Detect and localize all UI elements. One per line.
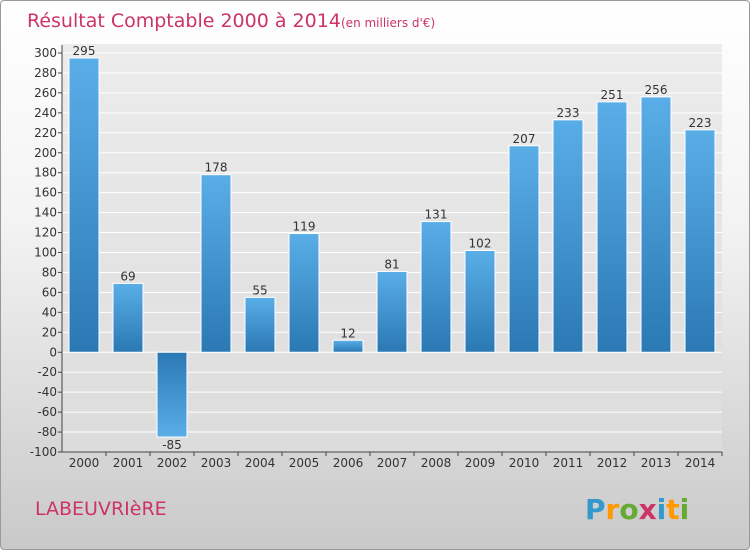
x-tick-label-2001: 2001 [113,456,144,470]
bar-2008 [420,221,452,353]
y-tick-label: 80 [42,265,57,279]
y-tick-label: 300 [34,46,57,60]
x-axis-ticks: 2000 2001 2002 2003 2004 2005 2006 2007 2008 2009… [69,452,723,470]
logo-letter: r [606,493,620,526]
y-tick-label: -40 [37,385,57,399]
value-label-2009: 102 [469,237,492,251]
value-label-2003: 178 [205,161,228,175]
value-labels: 295 69 -85 178 55 119 12 81 131 102 207 233 251 256 22… [73,44,712,452]
chart-unit: (en milliers d'€) [341,16,435,30]
x-tick-label-2005: 2005 [289,456,320,470]
bar-2001 [112,282,144,353]
proxiti-logo: Proxiti [585,493,689,526]
value-label-2012: 251 [601,88,624,102]
bar-2013 [640,96,672,353]
x-tick-label-2003: 2003 [201,456,232,470]
bar-2004 [244,296,276,353]
x-tick-label-2004: 2004 [245,456,276,470]
town-name: LABEUVRIèRE [35,498,167,520]
value-label-2008: 131 [425,208,448,222]
x-tick-label-2013: 2013 [641,456,672,470]
bar-2010 [508,145,540,353]
bar-2000 [68,57,100,353]
y-tick-label: 240 [34,106,57,120]
bar-2006 [332,339,364,353]
value-label-2002: -85 [162,438,182,452]
logo-letter: x [639,493,657,526]
bar-series [68,57,716,438]
x-tick-label-2002: 2002 [157,456,188,470]
value-label-2004: 55 [252,283,267,297]
y-tick-label: -80 [37,425,57,439]
x-tick-label-2000: 2000 [69,456,100,470]
bar-2003 [200,174,232,353]
x-tick-label-2011: 2011 [553,456,584,470]
y-tick-label: 100 [34,246,57,260]
y-tick-label: 60 [42,285,57,299]
chart-title: Résultat Comptable 2000 à 2014 [27,10,341,32]
logo-letter: o [619,493,638,526]
value-label-2011: 233 [557,106,580,120]
bar-2011 [552,119,584,353]
y-tick-label: 0 [49,345,57,359]
y-tick-label: 280 [34,66,57,80]
y-tick-label: 200 [34,146,57,160]
value-label-2005: 119 [293,220,316,234]
logo-letter: P [585,493,606,526]
bar-2009 [464,250,496,353]
y-tick-label: -60 [37,405,57,419]
x-tick-label-2009: 2009 [465,456,496,470]
bar-2014 [684,129,716,353]
logo-letter: i [680,493,690,526]
x-tick-label-2012: 2012 [597,456,628,470]
y-tick-label: -20 [37,365,57,379]
bar-2005 [288,233,320,353]
value-label-2001: 69 [120,269,135,283]
y-tick-label: 180 [34,166,57,180]
y-tick-label: 260 [34,86,57,100]
x-tick-label-2008: 2008 [421,456,452,470]
logo-letter: i [657,493,667,526]
x-tick-label-2010: 2010 [509,456,540,470]
value-label-2006: 12 [340,326,355,340]
bar-2012 [596,101,628,353]
y-axis-ticks: -100 -80 -60 -40 -20 0 20 40 60 80 100 120 140 160 180… [30,46,62,459]
y-tick-label: 120 [34,226,57,240]
value-label-2007: 81 [384,257,399,271]
y-tick-label: -100 [30,445,57,459]
value-label-2000: 295 [73,44,96,58]
y-tick-label: 220 [34,126,57,140]
x-tick-label-2007: 2007 [377,456,408,470]
bar-2002 [156,351,188,438]
x-tick-label-2006: 2006 [333,456,364,470]
value-label-2013: 256 [645,83,668,97]
value-label-2010: 207 [513,132,536,146]
x-tick-label-2014: 2014 [685,456,716,470]
y-tick-label: 140 [34,206,57,220]
bar-2007 [376,270,408,353]
logo-letter: t [666,493,679,526]
y-tick-label: 20 [42,325,57,339]
y-tick-label: 160 [34,186,57,200]
value-label-2014: 223 [689,116,712,130]
y-tick-label: 40 [42,305,57,319]
